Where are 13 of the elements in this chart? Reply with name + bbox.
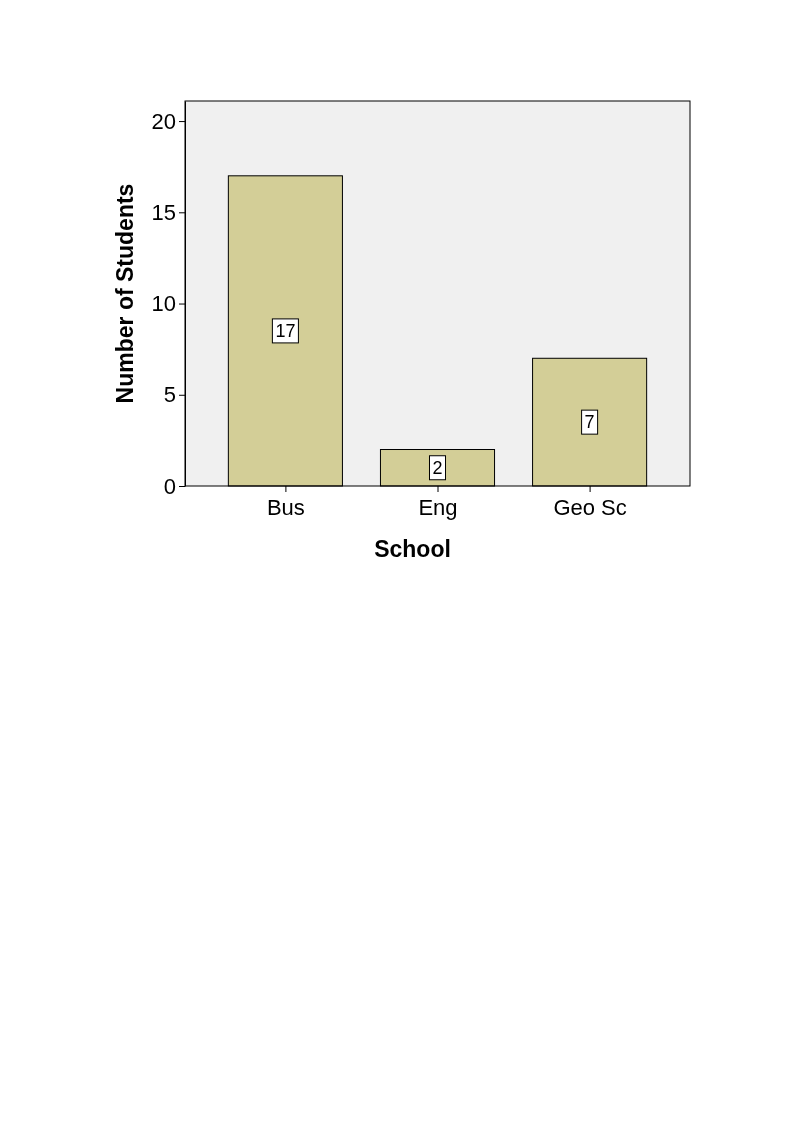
y-tick-label: 10 [151, 291, 176, 317]
y-tick-label: 0 [163, 473, 176, 499]
x-tick-label: Eng [418, 494, 458, 520]
y-axis-title: Number of Students [112, 183, 138, 404]
y-tick-label: 20 [151, 108, 176, 134]
x-tick-label: Bus [266, 494, 305, 520]
data-label: 2 [432, 457, 443, 478]
y-tick-label: 15 [151, 199, 176, 225]
x-tick-label: Geo Sc [553, 494, 627, 520]
data-label: 17 [275, 320, 296, 341]
data-label: 7 [584, 412, 595, 433]
x-axis-title: School [374, 536, 451, 562]
y-tick-label: 5 [163, 382, 176, 408]
